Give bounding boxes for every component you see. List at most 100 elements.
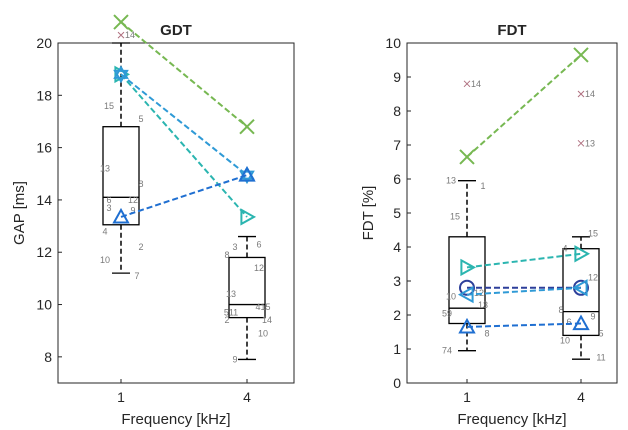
fdt-x-tick-label: 1 (463, 389, 471, 405)
fdt-y-tick-label: 6 (393, 171, 401, 187)
gdt-outlier-mark (117, 31, 125, 39)
fdt-y-tick-label: 7 (393, 137, 401, 153)
fdt-outlier-label: 14 (471, 79, 481, 89)
fdt-y-tick-label: 1 (393, 341, 401, 357)
fdt-triangle-up-marker (572, 314, 590, 331)
gdt-y-axis-label: GAP [ms] (11, 181, 28, 245)
fdt-marks: 0123456789101413115121013598741541289651… (385, 35, 605, 405)
gdt-series-line (120, 73, 248, 176)
gdt-subject-label: 12 (254, 263, 264, 273)
gdt-subject-label: 2 (138, 242, 143, 252)
gdt-subject-label: 10 (100, 255, 110, 265)
gdt-triangle-up-marker (238, 166, 256, 182)
gdt-x-tick-label: 4 (243, 389, 251, 405)
fdt-title: FDT (497, 22, 526, 39)
fdt-subject-label: 10 (560, 336, 570, 346)
fdt-triangle-left-marker (571, 279, 588, 297)
gdt-subject-label: 4 (102, 226, 107, 236)
gdt-box (102, 126, 140, 226)
fdt-series-line (466, 54, 582, 158)
fdt-series-line (466, 252, 582, 269)
gdt-x-axis-label: Frequency [kHz] (121, 411, 230, 428)
fdt-subject-label: 13 (446, 176, 456, 186)
fdt-x-marker (573, 47, 589, 63)
fdt-outlier-mark (463, 80, 471, 88)
gdt-series-line (120, 73, 248, 218)
fdt-subject-label: 15 (450, 211, 460, 221)
gdt-subject-label: 10 (258, 328, 268, 338)
gdt-x-marker (239, 118, 255, 135)
gdt-y-tick-label: 8 (44, 349, 52, 365)
fdt-y-tick-label: 10 (385, 35, 401, 51)
fdt-x-marker (459, 149, 475, 165)
gdt-subject-label: 9 (130, 205, 135, 215)
gdt-series-line (120, 21, 248, 128)
fdt-subject-label: 8 (558, 305, 563, 315)
gdt-triangle-up-marker (112, 207, 130, 224)
fdt-y-tick-label: 3 (393, 273, 401, 289)
fdt-panel: FDT Frequency [kHz] FDT [%] 012345678910… (360, 22, 618, 428)
gdt-hexagram-marker (113, 65, 129, 84)
gdt-panel: GDT Frequency [kHz] GAP [ms] 81012141618… (11, 14, 295, 428)
fdt-series-line (466, 286, 582, 296)
gdt-triangle-right-marker (240, 208, 257, 226)
fdt-subject-label: 1 (480, 181, 485, 191)
gdt-subject-label: 13 (226, 289, 236, 299)
fdt-y-axis-label: FDT [%] (360, 186, 377, 241)
gdt-subject-label: 5 (138, 114, 143, 124)
gdt-subject-label: 13 (100, 164, 110, 174)
gdt-outlier-label: 14 (125, 30, 135, 40)
fdt-subject-label: 59 (442, 308, 452, 318)
fdt-outlier-mark (577, 139, 585, 147)
fdt-outlier-label: 14 (585, 89, 595, 99)
fdt-subject-label: 5 (598, 329, 603, 339)
fdt-triangle-up-marker (458, 317, 476, 334)
fdt-subject-label: 15 (588, 228, 598, 238)
gdt-y-tick-label: 10 (36, 297, 52, 313)
fdt-outlier-label: 13 (585, 138, 595, 148)
fdt-subject-label: 9 (590, 312, 595, 322)
gdt-subject-label: 14 (262, 315, 272, 325)
gdt-subject-label: 6 (106, 195, 111, 205)
gdt-x-tick-label: 1 (117, 389, 125, 405)
gdt-subject-label: 3 (232, 242, 237, 252)
gdt-subject-label: 7 (134, 271, 139, 281)
fdt-y-tick-label: 0 (393, 375, 401, 391)
gdt-subject-label: 15 (104, 101, 114, 111)
fdt-triangle-right-marker (574, 245, 591, 263)
fdt-x-tick-label: 4 (577, 389, 585, 405)
gdt-y-tick-label: 18 (36, 87, 52, 103)
gdt-title: GDT (160, 22, 192, 39)
fdt-subject-label: 13 (478, 300, 488, 310)
gdt-subject-label: 3 (106, 203, 111, 213)
gdt-subject-label: 12 (128, 195, 138, 205)
gdt-axes-box (57, 42, 295, 384)
fdt-subject-label: 74 (442, 346, 452, 356)
gdt-series-line (120, 174, 248, 218)
fdt-circle-marker (459, 279, 475, 296)
gdt-subject-label: 6 (256, 239, 261, 249)
fdt-subject-label: 4 (562, 244, 567, 254)
fdt-y-tick-label: 8 (393, 103, 401, 119)
fdt-subject-label: 6 (566, 317, 571, 327)
fdt-subject-label: 8 (484, 329, 489, 339)
gdt-subject-label: 8 (138, 179, 143, 189)
gdt-subject-label: 415 (255, 302, 270, 312)
fdt-x-axis-label: Frequency [kHz] (457, 411, 566, 428)
fdt-triangle-left-marker (457, 285, 474, 304)
gdt-subject-label: 2 (224, 315, 229, 325)
fdt-box (448, 236, 486, 325)
gdt-subject-label: 511 (224, 307, 238, 317)
gdt-y-tick-label: 20 (36, 35, 52, 51)
fdt-y-tick-label: 2 (393, 307, 401, 323)
fdt-series-line (466, 322, 582, 328)
fdt-y-tick-label: 4 (393, 239, 401, 255)
gdt-subject-label: 9 (232, 354, 237, 364)
fdt-outlier-mark (577, 90, 585, 98)
fdt-subject-label: 12 (588, 273, 598, 283)
gdt-y-tick-label: 12 (36, 244, 52, 260)
fdt-y-tick-label: 5 (393, 205, 401, 221)
gdt-x-marker (113, 14, 129, 30)
